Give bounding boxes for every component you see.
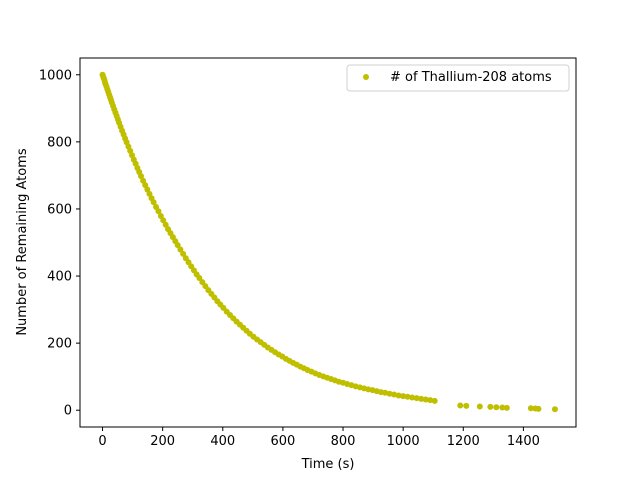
data-point	[422, 396, 429, 403]
y-tick-label: 600	[47, 202, 72, 217]
legend-marker	[363, 74, 369, 80]
data-point	[427, 397, 434, 404]
data-point	[177, 246, 184, 253]
data-point	[499, 404, 506, 411]
x-tick-label: 0	[98, 434, 106, 449]
data-point	[153, 203, 160, 210]
data-point	[157, 212, 164, 219]
data-point	[457, 402, 464, 409]
data-point	[404, 393, 411, 400]
data-point	[535, 405, 542, 412]
plot-frame	[79, 57, 577, 428]
x-tick-label: 1000	[387, 434, 420, 449]
data-point	[180, 250, 187, 257]
data-point	[476, 403, 483, 410]
data-point	[150, 199, 157, 206]
y-tick-label: 0	[64, 404, 72, 419]
legend-label: # of Thallium-208 atoms	[390, 70, 552, 85]
data-point	[503, 404, 510, 411]
x-tick-label: 200	[150, 434, 175, 449]
data-point	[174, 242, 181, 249]
y-tick-label: 200	[47, 337, 72, 352]
data-point	[409, 394, 416, 401]
data-point	[487, 403, 494, 410]
data-point	[463, 402, 470, 409]
x-tick-label: 1200	[447, 434, 480, 449]
data-point	[391, 391, 398, 398]
x-axis-label: Time (s)	[301, 457, 355, 472]
x-axis-ticks: 0 200 400 600 800 1000 1200 1400	[98, 427, 540, 449]
y-axis-label: Number of Remaining Atoms	[15, 148, 30, 336]
data-point	[493, 404, 500, 411]
data-point	[395, 392, 402, 399]
data-point	[162, 221, 169, 228]
x-tick-label: 1400	[507, 434, 540, 449]
legend-box	[346, 64, 570, 92]
data-point	[400, 393, 407, 400]
data-point	[527, 405, 534, 412]
legend: # of Thallium-208 atoms	[346, 64, 570, 92]
x-tick-label: 600	[270, 434, 295, 449]
data-point	[160, 217, 167, 224]
x-tick-label: 800	[331, 434, 356, 449]
x-tick-label: 400	[210, 434, 235, 449]
y-tick-label: 800	[47, 135, 72, 150]
y-axis-ticks: 0 200 400 600 800 1000	[39, 68, 80, 419]
data-point	[386, 390, 393, 397]
data-point	[155, 208, 162, 215]
data-points	[99, 71, 558, 413]
data-point	[418, 395, 425, 402]
data-point	[551, 406, 558, 413]
data-point	[138, 173, 145, 180]
data-point	[431, 397, 438, 404]
y-tick-label: 400	[47, 270, 72, 285]
data-point	[413, 395, 420, 402]
data-point	[382, 389, 389, 396]
y-tick-label: 1000	[39, 68, 72, 83]
plot-area	[80, 58, 576, 427]
